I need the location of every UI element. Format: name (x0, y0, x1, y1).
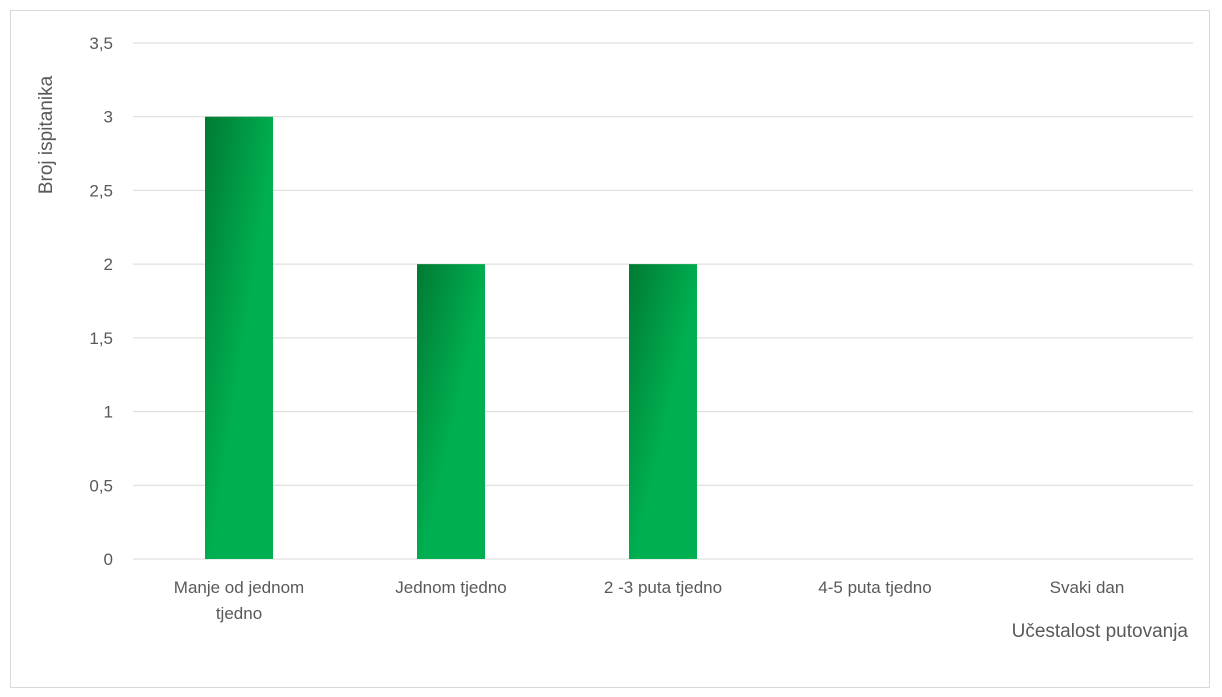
x-tick-label: Svaki dan (1050, 578, 1125, 597)
y-axis-title: Broj ispitanika (36, 75, 57, 194)
y-tick-label: 2,5 (89, 181, 113, 200)
chart-frame: 0 0,5 1 1,5 2 2,5 3 3,5 Manje od jednom tjedno Je… (10, 10, 1210, 688)
y-tick-label: 1 (104, 403, 113, 422)
y-tick-label: 3,5 (89, 34, 113, 53)
y-tick-label: 0,5 (89, 476, 113, 495)
x-tick-label: 2 -3 puta tjedno (604, 578, 722, 597)
y-tick-label: 2 (104, 255, 113, 274)
x-tick-label: Manje od jednom tjedno (174, 578, 304, 623)
bar-chart: 0 0,5 1 1,5 2 2,5 3 3,5 Manje od jednom tjedno Je… (36, 34, 1193, 642)
bar (205, 116, 273, 559)
bar (417, 264, 485, 559)
x-tick-label: Jednom tjedno (395, 578, 507, 597)
x-tick-label: 4-5 puta tjedno (818, 578, 931, 597)
x-axis-tick-labels: Manje od jednom tjedno Jednom tjedno 2 -3 p… (174, 578, 1125, 623)
y-tick-label: 3 (104, 108, 113, 127)
y-tick-label: 1,5 (89, 329, 113, 348)
y-tick-label: 0 (104, 550, 113, 569)
bars (205, 116, 697, 559)
x-axis-title: Učestalost putovanja (1012, 621, 1189, 642)
bar (629, 264, 697, 559)
y-axis-tick-labels: 0 0,5 1 1,5 2 2,5 3 3,5 (89, 34, 113, 569)
